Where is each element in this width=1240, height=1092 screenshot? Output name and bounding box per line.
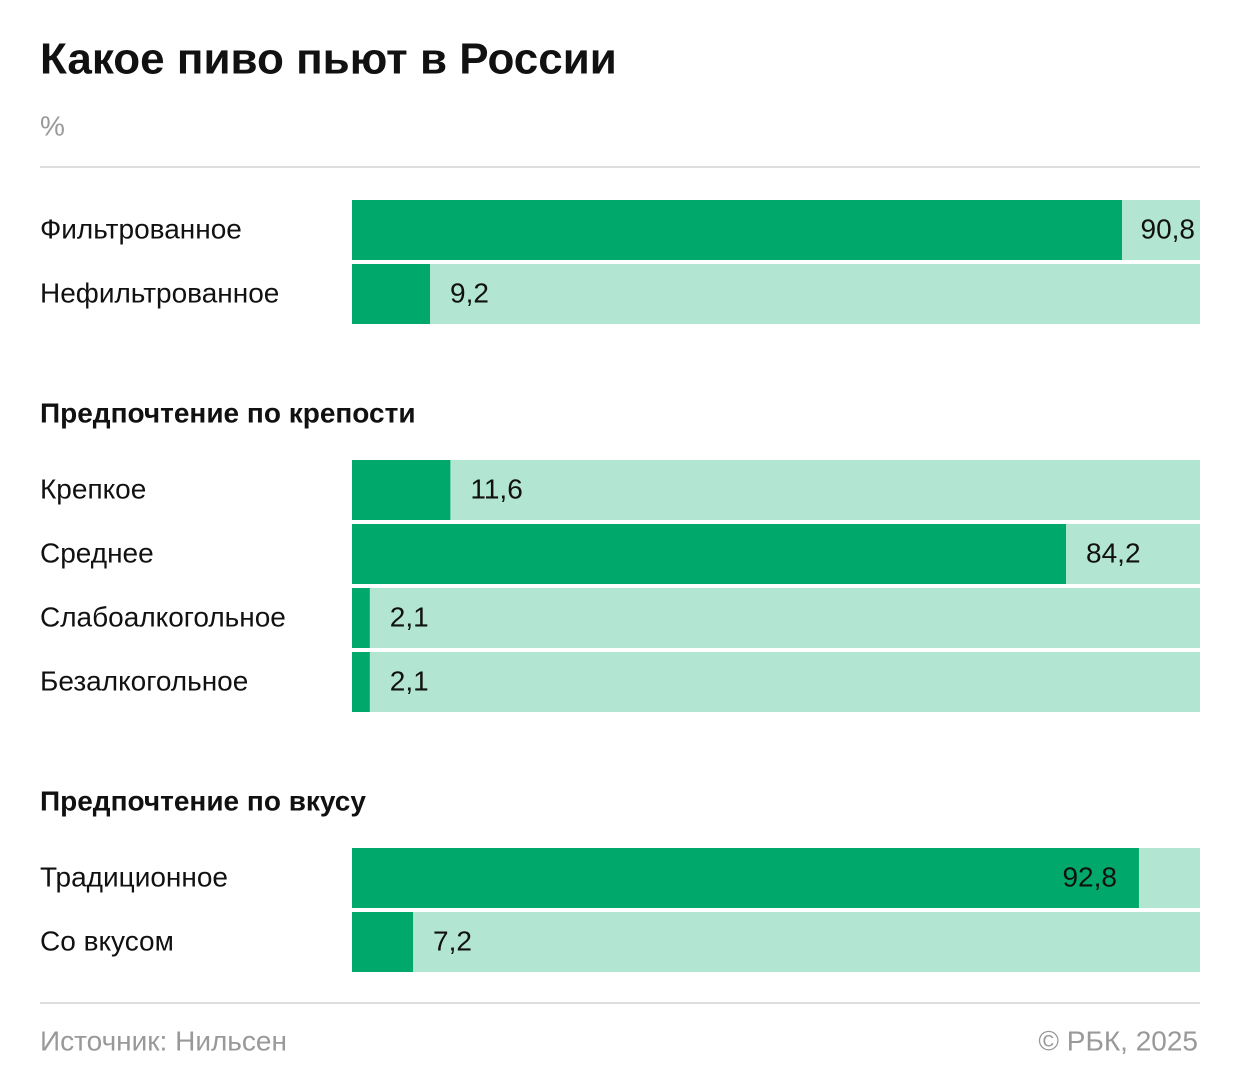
chart-title: Какое пиво пьют в России [40, 35, 617, 84]
category-label: Слабоалкогольное [40, 601, 286, 632]
value-label: 90,8 [1141, 213, 1196, 244]
category-label: Со вкусом [40, 925, 174, 956]
value-label: 2,1 [390, 665, 429, 696]
category-label: Традиционное [40, 861, 228, 892]
bar [352, 524, 1067, 584]
category-label: Безалкогольное [40, 665, 248, 696]
bar [352, 912, 414, 972]
value-label: 7,2 [433, 925, 472, 956]
bar [352, 588, 370, 648]
group-title: Предпочтение по вкусу [40, 785, 366, 816]
category-label: Крепкое [40, 473, 146, 504]
bar [352, 848, 1139, 908]
source: Источник: Нильсен [40, 1025, 287, 1056]
chart-subtitle: % [40, 110, 65, 141]
credit: © РБК, 2025 [1038, 1025, 1198, 1056]
value-label: 84,2 [1086, 537, 1141, 568]
bar [352, 264, 431, 324]
value-label: 92,8 [1062, 861, 1117, 892]
category-label: Среднее [40, 537, 154, 568]
bar [352, 460, 451, 520]
bar-track [352, 264, 1200, 324]
bar-track [352, 652, 1200, 712]
value-label: 2,1 [390, 601, 429, 632]
value-label: 11,6 [470, 473, 522, 504]
category-label: Нефильтрованное [40, 277, 279, 308]
category-label: Фильтрованное [40, 213, 242, 244]
bar [352, 652, 370, 712]
bar-track [352, 460, 1200, 520]
bar-track [352, 912, 1200, 972]
value-label: 9,2 [450, 277, 489, 308]
bar-track [352, 588, 1200, 648]
bar [352, 200, 1122, 260]
group-title: Предпочтение по крепости [40, 397, 416, 428]
